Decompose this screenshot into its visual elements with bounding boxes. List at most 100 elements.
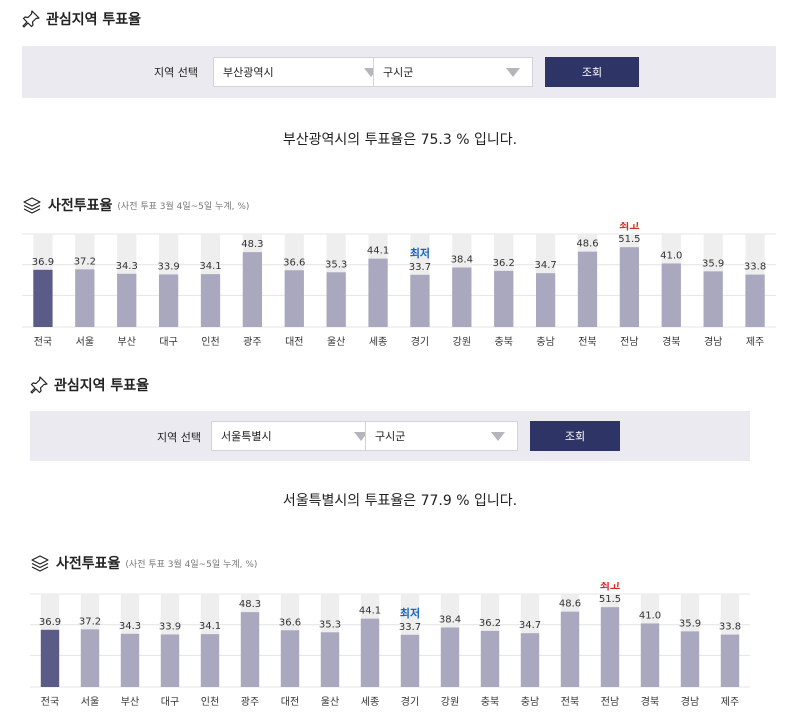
data-label: 44.1	[359, 606, 381, 617]
turnout-summary: 서울특별시의 투표율은 77.9 % 입니다.	[282, 493, 518, 509]
tick-label: 인천	[201, 696, 219, 708]
bar-제주	[720, 634, 740, 687]
early-vote-title: 사전투표율 (사전 투표 3월 4일~5일 누계, %)	[30, 553, 257, 573]
data-label: 34.1	[199, 261, 221, 272]
region-select-value: 부산광역시	[223, 66, 274, 79]
bar-전국	[40, 629, 60, 687]
early-vote-chart-svg: 36.9 전국 37.2 서울 34.3 부산 33.9 대구 34.1 인천 48.3 광주 36.6…	[22, 222, 776, 348]
tick-label: 울산	[327, 336, 345, 348]
data-label: 41.0	[660, 250, 682, 261]
chevron-down-icon	[491, 432, 505, 441]
chevron-down-icon	[354, 432, 368, 441]
district-select[interactable]: 구시군	[365, 421, 518, 451]
min-label: 최저	[410, 246, 430, 260]
region-select[interactable]: 부산광역시	[213, 57, 391, 87]
data-label: 35.9	[679, 618, 701, 629]
region-select-label: 지역 선택	[157, 431, 201, 444]
bar-인천	[200, 274, 221, 327]
data-label: 34.1	[199, 621, 221, 632]
bar-경남	[703, 271, 723, 327]
bar-제주	[745, 274, 765, 327]
bar-충북	[494, 270, 514, 327]
tick-label: 충북	[495, 336, 513, 348]
tick-label: 경북	[641, 695, 659, 708]
data-label: 48.3	[241, 239, 263, 250]
tick-label: 경남	[704, 335, 722, 348]
bar-서울	[80, 629, 100, 687]
data-label: 51.5	[599, 594, 621, 605]
data-label: 35.9	[702, 258, 724, 269]
tick-label: 전북	[561, 696, 579, 708]
data-label: 38.4	[451, 254, 473, 265]
bar-부산	[117, 273, 137, 327]
data-label: 36.2	[493, 258, 515, 269]
max-label: 최고	[619, 222, 639, 232]
bar-경북	[640, 623, 660, 687]
bar-부산	[120, 633, 140, 687]
data-label: 36.2	[479, 618, 501, 629]
data-label: 34.3	[119, 621, 141, 632]
bar-광주	[240, 612, 260, 687]
bar-경기	[400, 634, 420, 687]
tick-label: 대구	[161, 696, 179, 708]
search-bar: 지역 선택 부산광역시 구시군 조회	[22, 46, 776, 98]
data-label: 34.7	[519, 620, 541, 631]
bar-충북	[480, 630, 500, 687]
chevron-down-icon	[506, 68, 520, 77]
early-vote-title-text: 사전투표율	[56, 556, 121, 572]
data-label: 38.4	[439, 614, 461, 625]
search-bar: 지역 선택 서울특별시 구시군 조회	[30, 411, 750, 461]
interest-title: 관심지역 투표율	[22, 9, 141, 29]
search-button[interactable]: 조회	[545, 57, 639, 87]
data-label: 33.9	[157, 261, 179, 272]
panel-2: 관심지역 투표율 지역 선택 서울특별시 구시군 조회 서울특별시의 투표율은 …	[0, 362, 800, 724]
region-select-label: 지역 선택	[154, 66, 198, 79]
region-select[interactable]: 서울특별시	[211, 421, 381, 451]
data-label: 41.0	[639, 610, 661, 621]
bar-울산	[326, 272, 346, 327]
tick-label: 경남	[681, 695, 699, 708]
data-label: 33.9	[159, 621, 181, 632]
layers-icon	[23, 197, 41, 214]
tick-label: 울산	[321, 696, 339, 708]
data-label: 33.8	[744, 262, 766, 273]
panel-1: 관심지역 투표율 지역 선택 부산광역시 구시군 조회 부산광역시의 투표율은 …	[22, 9, 776, 352]
data-label: 35.3	[319, 619, 341, 630]
data-label: 37.2	[79, 616, 101, 627]
data-label: 36.6	[283, 257, 305, 268]
bar-경기	[410, 274, 430, 327]
early-vote-chart-svg: 36.9 전국 37.2 서울 34.3 부산 33.9 대구 34.1 인천 48.3 광주 36.6…	[30, 582, 750, 708]
tick-label: 인천	[201, 336, 219, 348]
early-vote-chart: 36.9 전국 37.2 서울 34.3 부산 33.9 대구 34.1 인천 48.3 광주 36.6…	[22, 222, 776, 352]
search-button[interactable]: 조회	[530, 421, 620, 451]
bar-경남	[680, 631, 700, 687]
district-select[interactable]: 구시군	[373, 57, 533, 87]
data-label: 48.6	[559, 599, 581, 610]
tick-label: 경기	[401, 695, 419, 708]
bar-울산	[320, 632, 340, 687]
interest-title: 관심지역 투표율	[30, 375, 149, 395]
tick-label: 강원	[441, 696, 459, 708]
early-vote-title: 사전투표율 (사전 투표 3월 4일~5일 누계, %)	[22, 195, 249, 215]
bar-전북	[577, 251, 598, 327]
bar-전남	[619, 247, 640, 327]
bar-대전	[280, 630, 300, 687]
tick-label: 전북	[578, 336, 596, 348]
tick-label: 충남	[536, 336, 554, 348]
bar-대전	[284, 270, 304, 327]
tick-label: 경북	[662, 335, 680, 348]
tick-label: 대전	[281, 696, 299, 708]
data-label: 36.9	[39, 617, 61, 628]
data-label: 35.3	[325, 259, 347, 270]
tick-label: 전남	[601, 696, 619, 708]
pin-icon	[22, 10, 40, 28]
tick-label: 광주	[241, 696, 259, 708]
tick-label: 전국	[34, 336, 52, 348]
bar-세종	[368, 258, 388, 327]
bar-세종	[360, 618, 380, 687]
tick-label: 제주	[721, 696, 739, 708]
bar-충남	[535, 273, 556, 327]
data-label: 36.9	[32, 257, 54, 268]
interest-title-text: 관심지역 투표율	[54, 378, 150, 394]
tick-label: 부산	[121, 696, 139, 708]
